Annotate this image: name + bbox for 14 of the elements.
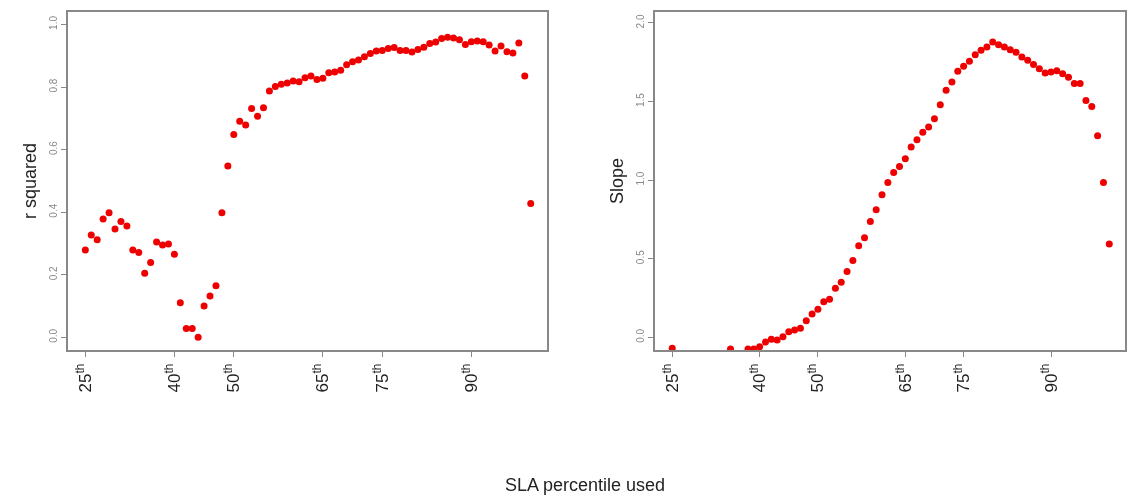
y-tick-label: 0.2 (47, 265, 59, 281)
y-axis-title: r squared (20, 142, 41, 219)
y-tick-label: 0.0 (634, 328, 646, 343)
y-tick-label: 1.0 (634, 171, 646, 186)
y-tick-label: 2.0 (634, 14, 646, 29)
y-tick-label: 0.6 (47, 140, 59, 156)
y-tick-label: 1.0 (47, 15, 59, 30)
y-tick-label: 0.4 (47, 203, 59, 218)
y-tick-label: 1.5 (634, 92, 646, 107)
x-axis-title: SLA percentile used (505, 475, 666, 495)
y-axis-title: Slope (607, 157, 628, 204)
y-tick-label: 0.0 (47, 328, 59, 343)
y-tick-label: 0.8 (47, 78, 59, 93)
y-tick-label: 0.5 (634, 249, 646, 265)
